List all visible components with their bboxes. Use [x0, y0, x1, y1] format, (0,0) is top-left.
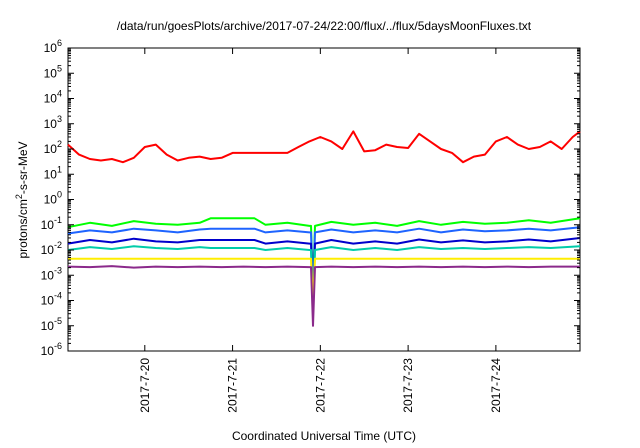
- y-axis-title-superscript: 2: [14, 194, 24, 199]
- series-layer: [67, 130, 581, 327]
- x-axis: 2017-7-20 2017-7-21 2017-7-22 2017-7-23 2017…: [138, 48, 503, 413]
- y-tick-label: 106: [44, 38, 62, 55]
- x-tick-label: 2017-7-22: [313, 358, 327, 413]
- x-tick-label: 2017-7-23: [401, 358, 415, 413]
- y-tick-label: 102: [44, 139, 62, 156]
- y-tick-label: 10-4: [41, 291, 62, 308]
- y-tick-label: 10-2: [41, 240, 62, 257]
- y-tick-label: 103: [44, 114, 62, 131]
- y-axis: 10-6 10-5 10-4 10-3 10-2 10-1 100 101 102 103 104 1…: [41, 38, 580, 358]
- x-axis-title: Coordinated Universal Time (UTC): [232, 429, 416, 443]
- chart-title: /data/run/goesPlots/archive/2017-07-24/2…: [117, 19, 532, 33]
- x-tick-label: 2017-7-21: [226, 358, 240, 413]
- x-tick-label: 2017-7-20: [138, 358, 152, 413]
- plot-area: 10-6 10-5 10-4 10-3 10-2 10-1 100 101 102 103 104 1…: [41, 38, 581, 413]
- series-line-0: [67, 130, 581, 164]
- y-axis-title-suffix: -s-sr-MeV: [16, 141, 30, 194]
- y-tick-label: 10-6: [41, 341, 62, 358]
- plot-frame: [67, 47, 581, 352]
- y-tick-label: 104: [44, 89, 62, 106]
- y-tick-label: 10-1: [41, 215, 62, 232]
- y-axis-title-prefix: protons/cm: [16, 199, 30, 258]
- y-axis-title: protons/cm2-s-sr-MeV: [14, 141, 30, 258]
- y-tick-label: 10-5: [41, 316, 62, 333]
- svg-text:protons/cm2-s-sr-MeV: protons/cm2-s-sr-MeV: [14, 141, 30, 258]
- y-tick-label: 105: [44, 63, 62, 80]
- y-tick-label: 10-3: [41, 265, 62, 282]
- x-tick-label: 2017-7-24: [489, 358, 503, 413]
- y-tick-label: 100: [44, 190, 62, 207]
- y-tick-label: 101: [44, 164, 62, 181]
- series-line-6: [67, 265, 580, 327]
